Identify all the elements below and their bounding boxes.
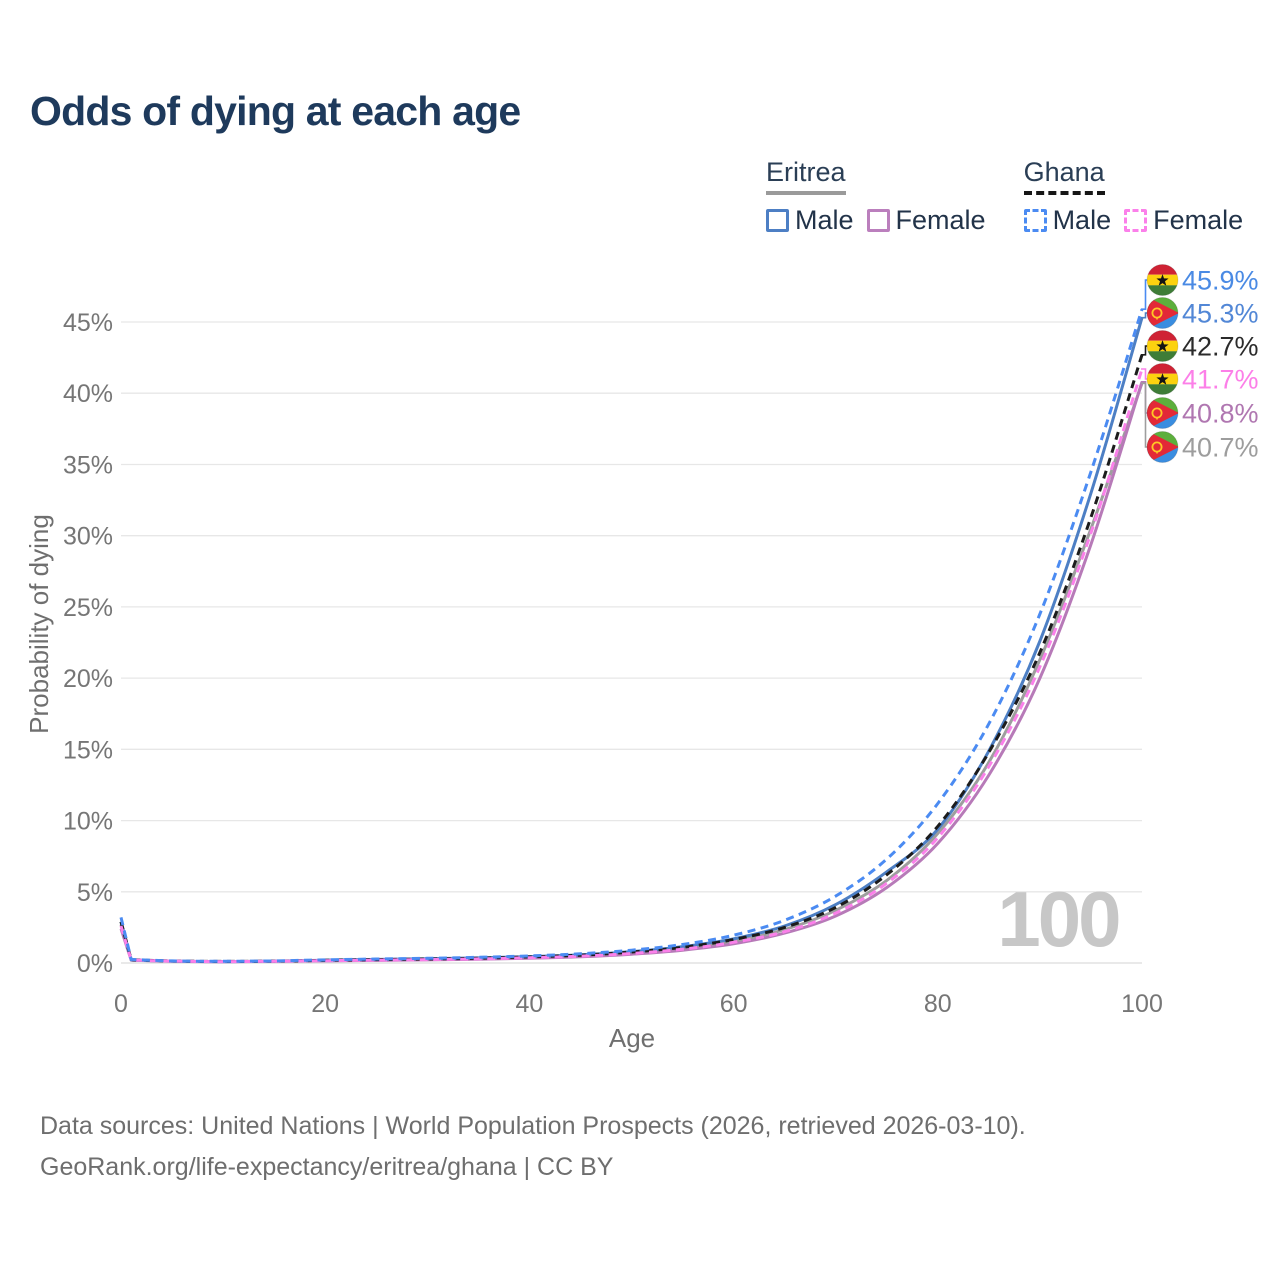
x-tick-label: 40	[515, 990, 543, 1018]
legend-swatch-eritrea-male	[766, 209, 789, 232]
end-value-label-eritrea-both: 40.7%	[1182, 433, 1259, 463]
legend-country-eritrea[interactable]: Eritrea	[766, 157, 846, 195]
footer-url: GeoRank.org/life-expectancy/eritrea/ghan…	[40, 1153, 614, 1181]
footer: Data sources: United Nations | World Pop…	[40, 1106, 1026, 1188]
y-axis-title: Probability of dying	[24, 514, 54, 734]
legend-label-eritrea-male: Male	[795, 205, 854, 235]
y-tick-label: 20%	[63, 665, 113, 693]
gridlines	[121, 321, 1142, 964]
legend-swatch-ghana-male	[1023, 209, 1047, 232]
legend-swatch-eritrea-female	[866, 209, 890, 232]
legend-row-ghana: Male Female	[1023, 205, 1243, 236]
chart-area: 0% 5% 10% 15% 20% 25% 30% 35% 40% 45% 0 20 40 60 80 100…	[0, 250, 1280, 1060]
end-value-label-eritrea-female: 40.8%	[1182, 399, 1259, 429]
end-label-connector-ghana-male	[1141, 279, 1148, 311]
eritrea-flag-icon	[1147, 297, 1178, 329]
x-tick-label: 100	[1121, 990, 1163, 1018]
y-axis-tick-labels: 0% 5% 10% 15% 20% 25% 30% 35% 40% 45%	[63, 309, 113, 978]
legend-item-eritrea-female[interactable]: Female	[866, 205, 986, 236]
series-line-eritrea-both[interactable]	[119, 382, 1144, 964]
end-value-label-ghana-both: 42.7%	[1182, 332, 1259, 362]
y-tick-label: 15%	[63, 736, 113, 764]
series-line-eritrea-female[interactable]	[119, 381, 1144, 964]
ghana-flag-icon	[1147, 264, 1178, 296]
series-line-ghana-both[interactable]	[119, 354, 1144, 963]
end-label-connector-ghana-both	[1141, 345, 1148, 356]
eritrea-flag-icon	[1147, 397, 1178, 429]
legend-group-ghana: Ghana Male Female	[1023, 157, 1243, 236]
legend-item-eritrea-male[interactable]: Male	[766, 205, 854, 236]
y-tick-label: 25%	[63, 594, 113, 622]
y-tick-label: 5%	[77, 879, 113, 907]
legend-item-ghana-male[interactable]: Male	[1023, 205, 1112, 236]
y-tick-label: 0%	[77, 950, 113, 978]
end-value-label-eritrea-male: 45.3%	[1182, 299, 1259, 329]
legend: Eritrea Male Female Ghana Male Female	[766, 157, 1243, 236]
legend-label-eritrea-female: Female	[895, 205, 986, 235]
y-tick-label: 30%	[63, 523, 113, 551]
legend-country-ghana[interactable]: Ghana	[1023, 157, 1105, 195]
x-tick-label: 0	[114, 990, 128, 1018]
legend-swatch-ghana-female	[1124, 209, 1148, 232]
y-tick-label: 35%	[63, 452, 113, 480]
legend-label-ghana-female: Female	[1153, 205, 1244, 235]
eritrea-flag-icon	[1147, 431, 1178, 463]
y-tick-label: 40%	[63, 380, 113, 408]
page-title: Odds of dying at each age	[30, 88, 521, 134]
end-label-connector-ghana-female	[1141, 368, 1148, 380]
footer-sources: Data sources: United Nations | World Pop…	[40, 1112, 1026, 1140]
series-line-eritrea-male[interactable]	[119, 317, 1144, 964]
series-line-ghana-male[interactable]	[119, 308, 1144, 963]
legend-label-ghana-male: Male	[1052, 205, 1112, 235]
y-tick-label: 10%	[63, 808, 113, 836]
end-label-connector-eritrea-male	[1141, 312, 1148, 319]
end-value-label-ghana-female: 41.7%	[1182, 365, 1259, 395]
series-lines	[119, 308, 1144, 964]
y-tick-label: 45%	[63, 309, 113, 337]
legend-group-eritrea: Eritrea Male Female	[766, 157, 986, 236]
series-line-ghana-female[interactable]	[119, 368, 1144, 964]
x-tick-label: 20	[311, 990, 339, 1018]
age-hover-indicator: 100	[997, 875, 1119, 963]
x-tick-label: 60	[720, 990, 748, 1018]
end-label-connector-eritrea-both	[1141, 382, 1148, 448]
x-axis-title: Age	[609, 1023, 655, 1053]
x-tick-label: 80	[924, 990, 952, 1018]
x-axis-tick-labels: 0 20 40 60 80 100	[114, 990, 1163, 1018]
legend-item-ghana-female[interactable]: Female	[1124, 205, 1243, 236]
ghana-flag-icon	[1147, 363, 1178, 395]
ghana-flag-icon	[1147, 330, 1178, 362]
end-value-label-ghana-male: 45.9%	[1182, 266, 1259, 296]
legend-row-eritrea: Male Female	[766, 205, 986, 236]
